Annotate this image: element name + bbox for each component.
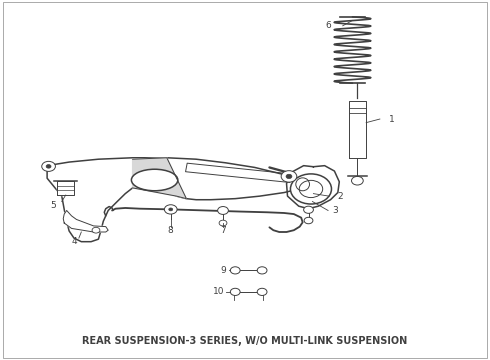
Circle shape (351, 176, 363, 185)
Text: 4: 4 (71, 237, 77, 246)
Polygon shape (63, 211, 108, 232)
Circle shape (281, 171, 297, 182)
Text: 5: 5 (50, 201, 56, 210)
Circle shape (169, 208, 172, 211)
Circle shape (230, 288, 240, 296)
Polygon shape (287, 166, 339, 209)
Text: 7: 7 (220, 226, 226, 235)
Circle shape (230, 267, 240, 274)
Text: 2: 2 (338, 192, 343, 201)
Circle shape (92, 227, 100, 233)
Circle shape (219, 220, 227, 226)
Circle shape (257, 288, 267, 296)
Circle shape (291, 174, 331, 204)
Polygon shape (186, 163, 291, 183)
Text: 8: 8 (168, 226, 173, 235)
Polygon shape (47, 158, 304, 242)
Polygon shape (57, 181, 74, 195)
Polygon shape (348, 101, 366, 158)
Circle shape (164, 205, 177, 214)
Circle shape (286, 174, 292, 179)
Text: 6: 6 (325, 21, 331, 30)
Text: REAR SUSPENSION-3 SERIES, W/O MULTI-LINK SUSPENSION: REAR SUSPENSION-3 SERIES, W/O MULTI-LINK… (82, 336, 408, 346)
Circle shape (46, 165, 51, 168)
Circle shape (42, 161, 55, 171)
Text: 10: 10 (213, 287, 224, 296)
Polygon shape (133, 158, 186, 199)
Text: 3: 3 (333, 206, 338, 215)
Ellipse shape (131, 169, 178, 191)
Circle shape (304, 206, 314, 213)
Ellipse shape (296, 178, 310, 191)
Circle shape (218, 207, 228, 215)
Circle shape (304, 217, 313, 224)
Text: 9: 9 (220, 266, 226, 275)
Circle shape (257, 267, 267, 274)
Text: 1: 1 (389, 114, 394, 123)
